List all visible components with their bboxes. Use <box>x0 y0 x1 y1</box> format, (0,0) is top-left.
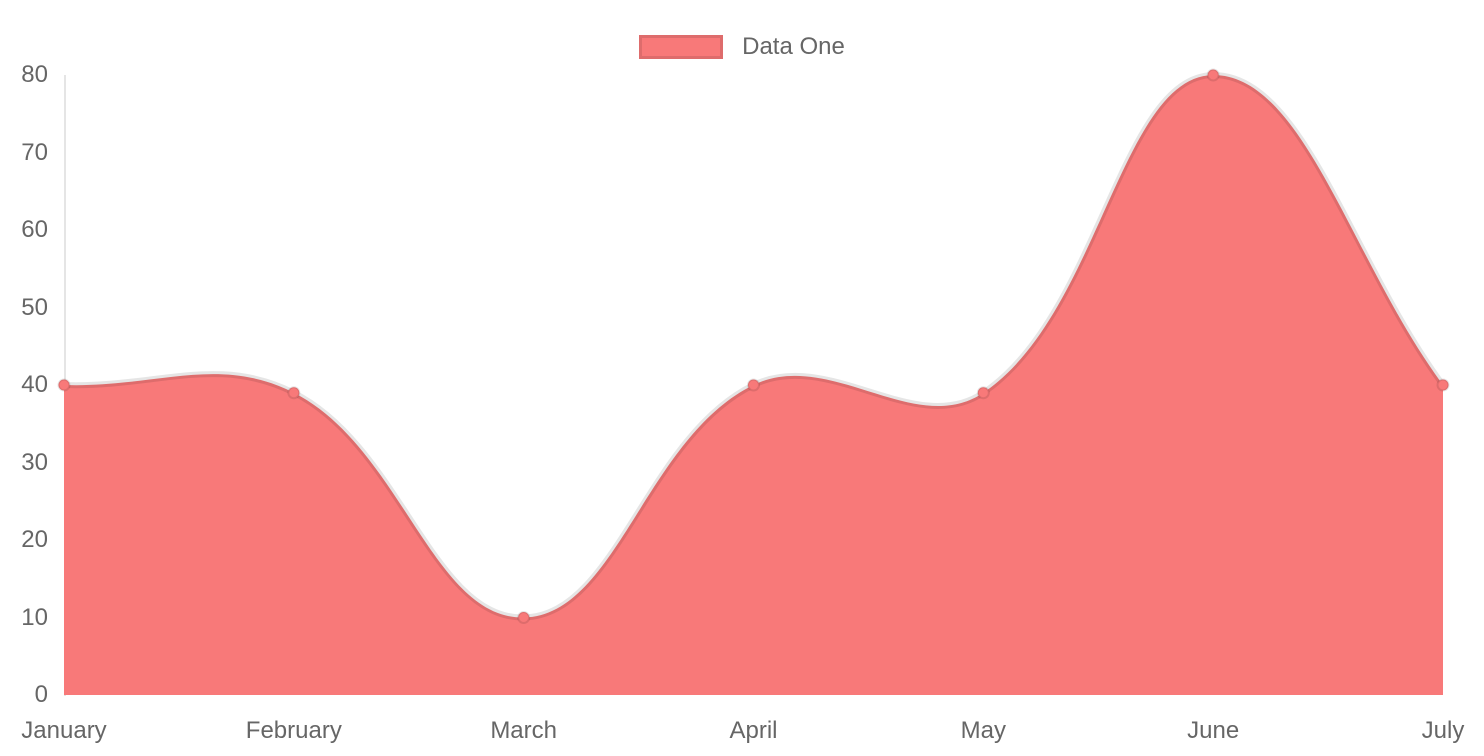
y-tick-label-40: 40 <box>21 371 48 398</box>
data-point-july[interactable] <box>1436 378 1450 392</box>
x-tick-label-march: March <box>490 717 557 744</box>
y-tick-label-60: 60 <box>21 216 48 243</box>
data-point-january[interactable] <box>57 378 71 392</box>
y-tick-label-0: 0 <box>34 681 48 708</box>
series-line <box>61 72 1446 621</box>
y-tick-label-70: 70 <box>21 138 48 166</box>
x-tick-label-july: July <box>1421 717 1465 744</box>
y-tick-label-80: 80 <box>21 61 48 88</box>
legend-label: Data One <box>742 33 845 60</box>
data-point-february[interactable] <box>287 386 301 400</box>
data-point-june[interactable] <box>1206 68 1220 82</box>
y-tick-label-50: 50 <box>21 293 48 321</box>
x-tick-label-april: April <box>729 717 778 744</box>
legend-color-swatch <box>639 35 724 59</box>
data-point-may[interactable] <box>976 386 990 400</box>
chart-legend: Data One <box>0 33 1484 61</box>
data-point-march[interactable] <box>517 611 531 624</box>
y-tick-label-30: 30 <box>21 448 48 476</box>
legend-item-data-one[interactable]: Data One <box>639 33 845 61</box>
x-tick-label-february: February <box>245 717 342 744</box>
y-tick-label-20: 20 <box>21 526 48 553</box>
data-point-april[interactable] <box>747 378 760 392</box>
x-tick-label-january: January <box>21 717 107 744</box>
x-tick-label-may: May <box>960 717 1006 744</box>
y-tick-label-10: 10 <box>21 603 48 631</box>
x-tick-label-june: June <box>1187 717 1240 744</box>
